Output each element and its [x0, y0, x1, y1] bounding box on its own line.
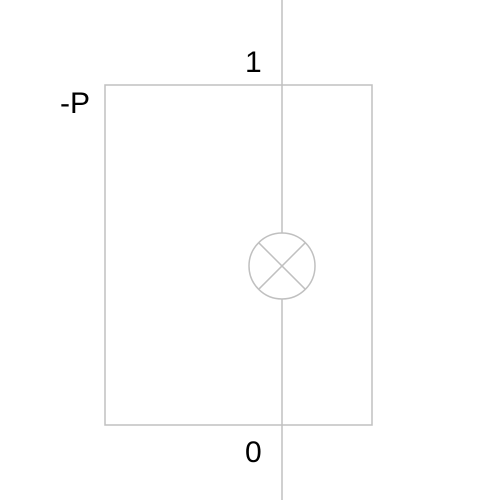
- pin-label-top: 1: [245, 46, 262, 80]
- pin-label-bottom: 0: [245, 436, 262, 470]
- component-designator: -P: [60, 87, 90, 121]
- component-frame: [105, 85, 372, 425]
